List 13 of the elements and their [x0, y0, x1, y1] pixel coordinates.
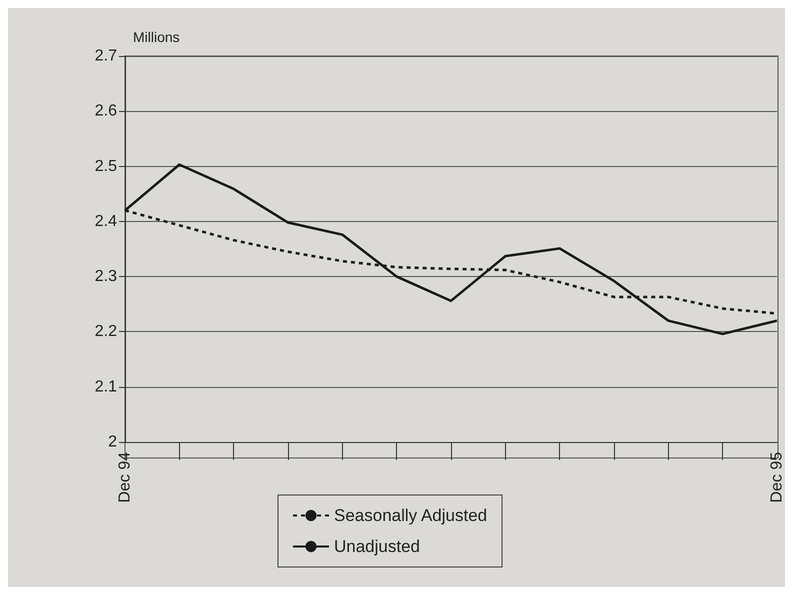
y-tick-label: 2.1 — [94, 378, 118, 396]
y-tick-label: 2.5 — [94, 158, 118, 175]
y-tick-label: 2 — [108, 434, 118, 450]
legend-label: Unadjusted — [334, 537, 420, 556]
x-tick-label: Dec 94 — [116, 452, 134, 503]
y-tick-label: 2.4 — [94, 212, 118, 230]
y-axis-title: Millions — [133, 29, 180, 45]
y-tick-label: 2.6 — [94, 102, 118, 120]
legend-label: Seasonally Adjusted — [334, 506, 488, 525]
y-tick-label: 2.2 — [94, 323, 118, 340]
y-tick-label: 2.3 — [94, 268, 118, 286]
x-tick-label: Dec 95 — [768, 452, 786, 503]
y-tick-label: 2.7 — [94, 48, 118, 64]
